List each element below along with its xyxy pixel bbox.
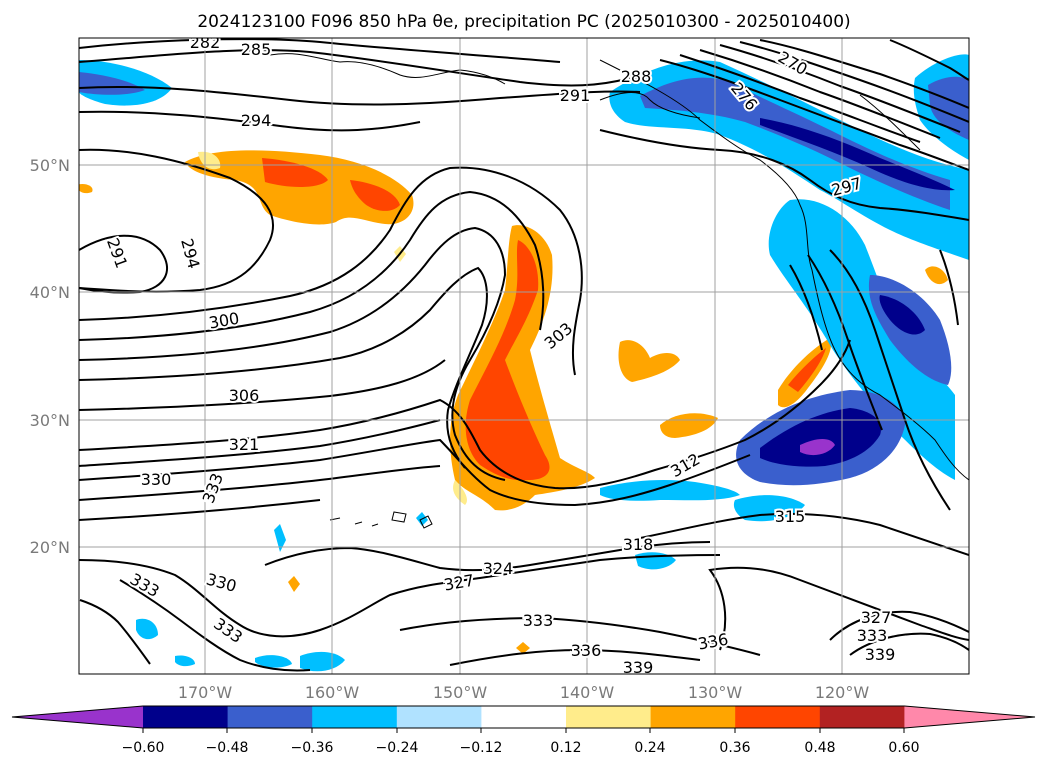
map-frame <box>78 37 970 675</box>
lon-tick-label: 170°W <box>178 683 233 702</box>
colorbar-segment <box>819 706 905 728</box>
contour-label: 285 <box>241 40 272 59</box>
contour-label: 336 <box>696 630 729 654</box>
colorbar-tick-label: 0.36 <box>719 740 750 756</box>
chart-title: 2024123100 F096 850 hPa θe, precipitatio… <box>197 12 850 32</box>
colorbar-segment <box>566 706 652 728</box>
lon-tick-label: 130°W <box>688 683 743 702</box>
graticule <box>79 38 969 674</box>
contour-label: 336 <box>571 641 602 660</box>
lat-tick-label: 40°N <box>30 283 70 302</box>
colorbar-extend-max <box>904 706 1035 728</box>
colorbar-segment <box>650 706 736 728</box>
colorbar-tick-label: −0.60 <box>122 740 165 756</box>
colorbar-tick-label: −0.24 <box>376 740 419 756</box>
contour-label: 288 <box>621 67 652 86</box>
contour-label: 330 <box>141 470 172 489</box>
colorbar-tick-label: 0.48 <box>804 740 835 756</box>
lon-tick-label: 120°W <box>815 683 870 702</box>
colorbar-segment <box>396 706 482 728</box>
colorbar-tick-labels: −0.60 −0.48 −0.36 −0.24 −0.12 0.12 0.24 … <box>122 740 920 756</box>
contour-label: 294 <box>241 111 272 130</box>
colorbar-ticks <box>142 728 905 733</box>
lat-tick-label: 20°N <box>30 538 70 557</box>
colorbar-segment <box>227 706 313 728</box>
contour-label: 306 <box>229 386 260 405</box>
contour-label: 291 <box>560 86 591 105</box>
contour-label: 321 <box>229 435 260 454</box>
colorbar-segment <box>143 706 229 728</box>
colorbar-segments <box>11 705 1036 729</box>
colorbar-tick-label: −0.36 <box>291 740 334 756</box>
contour-label: 282 <box>190 33 221 52</box>
latitude-labels: 50°N 40°N 30°N 20°N <box>30 156 70 557</box>
colorbar-tick-label: 0.24 <box>634 740 665 756</box>
colorbar-tick-label: −0.12 <box>460 740 503 756</box>
colorbar-tick-label: −0.48 <box>206 740 249 756</box>
lon-tick-label: 160°W <box>305 683 360 702</box>
coastlines <box>269 53 969 529</box>
colorbar-tick-label: 0.60 <box>888 740 919 756</box>
colorbar-segment <box>481 706 567 728</box>
contour-label: 339 <box>623 658 654 677</box>
contour-label: 324 <box>483 559 514 578</box>
precip-positive-shading <box>79 150 948 654</box>
lon-tick-label: 150°W <box>433 683 488 702</box>
longitude-labels: 170°W 160°W 150°W 140°W 130°W 120°W <box>178 683 870 702</box>
precip-negative-shading <box>79 54 969 672</box>
colorbar-extend-min <box>12 706 143 728</box>
contour-label: 333 <box>857 626 888 645</box>
contour-label: 327 <box>861 608 892 627</box>
colorbar-segment <box>735 706 821 728</box>
lat-tick-label: 50°N <box>30 156 70 175</box>
contour-label: 333 <box>523 611 554 630</box>
lat-tick-label: 30°N <box>30 411 70 430</box>
contour-label: 315 <box>775 507 806 526</box>
contour-label: 339 <box>865 645 896 664</box>
colorbar-segment <box>312 706 398 728</box>
contour-label: 318 <box>623 535 654 554</box>
colorbar-tick-label: 0.12 <box>550 740 581 756</box>
lon-tick-label: 140°W <box>560 683 615 702</box>
map-panel: 282 285 294 291 294 291 300 306 321 330 … <box>30 33 970 702</box>
colorbar: −0.60 −0.48 −0.36 −0.24 −0.12 0.12 0.24 … <box>11 705 1036 756</box>
